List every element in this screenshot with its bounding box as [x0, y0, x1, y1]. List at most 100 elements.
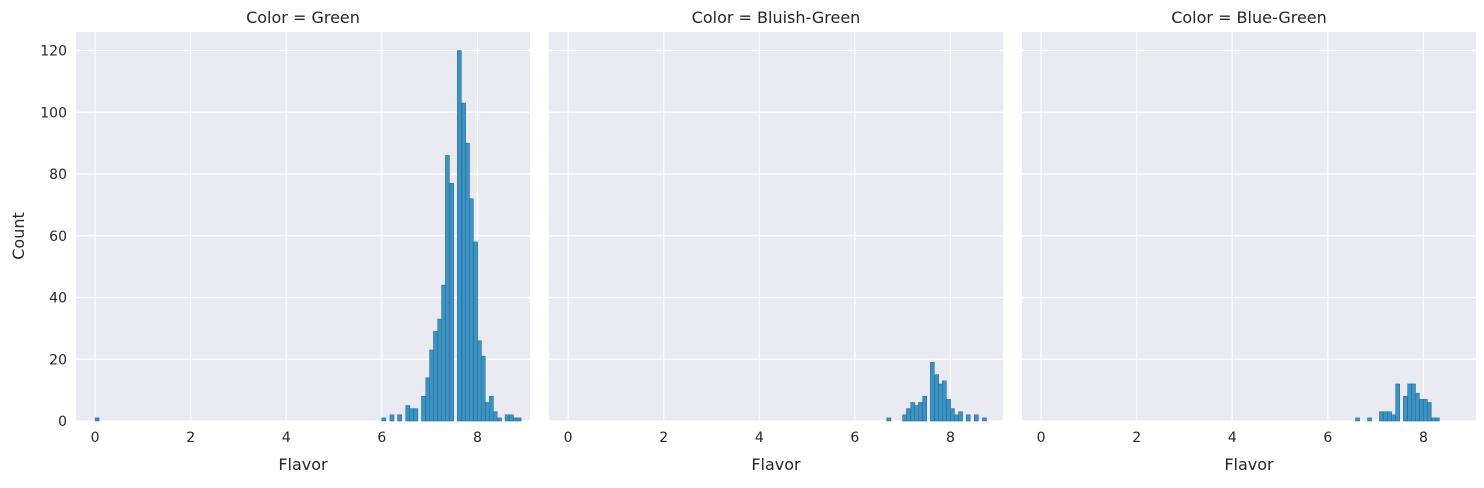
y-axis-label: Count [9, 212, 28, 260]
histogram-bar [477, 340, 482, 422]
histogram-bar [982, 417, 987, 422]
histogram-bar [473, 241, 478, 422]
histogram-bar [441, 284, 446, 422]
histogram-bar [1423, 399, 1428, 422]
gridlines [1022, 32, 1476, 422]
x-tick-label: 6 [377, 430, 386, 446]
histogram-bar [413, 408, 419, 422]
histogram-bar [1431, 417, 1436, 422]
histogram-bar [512, 417, 518, 422]
histogram-bar [504, 414, 510, 422]
plot-background [1022, 32, 1476, 421]
bars [886, 362, 987, 422]
bars [94, 50, 522, 422]
y-tick-label: 120 [40, 44, 67, 60]
histogram-bar [480, 355, 486, 422]
y-tick-label: 60 [49, 229, 67, 245]
facet-panel-3: 0 2 4 6 8 Flavor Color = Blue-Green [1022, 8, 1476, 474]
panel-title: Color = Green [246, 8, 360, 27]
histogram-bar [509, 414, 514, 422]
x-tick-label: 8 [1419, 430, 1428, 446]
histogram-bar [910, 402, 916, 422]
histogram-bar [1387, 411, 1392, 422]
histogram-bar [485, 402, 490, 422]
histogram-bar [516, 417, 522, 422]
plot-background [549, 32, 1003, 421]
histogram-bar [465, 142, 470, 422]
histogram-bar [425, 377, 431, 422]
histogram-bar [886, 417, 892, 422]
x-axis-label: Flavor [1224, 455, 1274, 474]
histogram-bar [902, 414, 907, 422]
x-tick-label: 0 [564, 430, 573, 446]
x-tick-label: 4 [282, 430, 291, 446]
histogram-bar [950, 408, 955, 422]
x-tick-label: 2 [186, 430, 195, 446]
x-tick-label: 0 [91, 430, 100, 446]
histogram-bar [405, 405, 411, 422]
gridlines [549, 32, 1003, 422]
y-tick-label: 80 [49, 167, 67, 183]
histogram-bar [1355, 417, 1360, 422]
histogram-bar [1403, 396, 1408, 422]
x-tick-label: 4 [755, 430, 764, 446]
panel-title: Color = Blue-Green [1171, 8, 1327, 27]
y-tick-label: 100 [40, 105, 67, 121]
histogram-bar [421, 396, 426, 422]
histogram-bar [934, 374, 939, 422]
histogram-bar [1379, 411, 1384, 422]
x-tick-label: 8 [946, 430, 955, 446]
histogram-bar [397, 414, 402, 422]
histogram-bar [1435, 417, 1440, 422]
x-tick-label: 6 [850, 430, 859, 446]
facet-panel-1: 0 2 4 6 8 Flavor Color = Green 0 20 40 60 80 100 120 [40, 8, 530, 474]
histogram-bar [1426, 402, 1432, 422]
histogram-bar [381, 417, 387, 422]
plot-background [76, 32, 530, 421]
histogram-bar [461, 102, 466, 422]
histogram-bar [918, 402, 923, 422]
bars [1355, 383, 1440, 422]
histogram-bar [942, 380, 947, 422]
histogram-bar [469, 198, 474, 422]
histogram-bar [965, 414, 971, 422]
histogram-bar [1391, 414, 1396, 422]
histogram-bar [922, 396, 927, 422]
histogram-bar [1367, 417, 1372, 422]
gridlines [76, 32, 530, 422]
histogram-bar [1407, 383, 1412, 422]
histogram-bar [958, 411, 963, 422]
facet-panel-2: 0 2 4 6 8 Flavor Color = Bluish-Green [549, 8, 1003, 474]
histogram-bar [433, 331, 438, 422]
histogram-bar [429, 349, 434, 422]
y-tick-label: 0 [58, 414, 67, 430]
histogram-bar [1411, 383, 1416, 422]
histogram-bar [1395, 383, 1400, 422]
x-tick-label: 2 [659, 430, 668, 446]
histogram-bar [449, 182, 454, 422]
histogram-bar [1383, 411, 1389, 422]
histogram-bar [946, 399, 951, 422]
x-tick-label: 6 [1323, 430, 1332, 446]
x-tick-label: 8 [473, 430, 482, 446]
y-tick-label: 40 [49, 291, 67, 307]
x-tick-label: 0 [1037, 430, 1046, 446]
histogram-bar [930, 362, 935, 422]
histogram-bar [497, 417, 502, 422]
y-tick-label: 20 [49, 352, 67, 368]
histogram-bar [457, 50, 462, 422]
histogram-bar [914, 405, 919, 422]
x-tick-label: 2 [1132, 430, 1141, 446]
histogram-bar [389, 414, 395, 422]
histogram-bar [492, 411, 498, 422]
x-tick-label: 4 [1228, 430, 1237, 446]
histogram-bar [94, 417, 100, 422]
histogram-bar [1419, 399, 1424, 422]
histogram-bar [409, 408, 414, 422]
histogram-bar [938, 383, 943, 422]
x-axis-label: Flavor [751, 455, 801, 474]
histogram-bar [437, 318, 443, 422]
histogram-bar [1415, 392, 1420, 422]
panel-title: Color = Bluish-Green [692, 8, 861, 27]
